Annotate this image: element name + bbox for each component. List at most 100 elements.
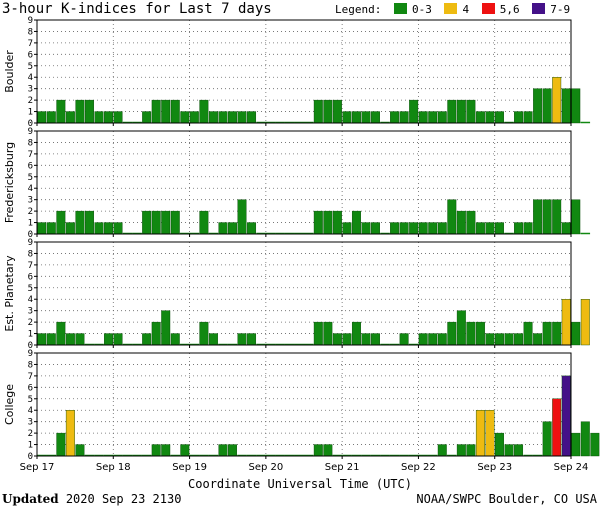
k-bar — [323, 321, 333, 346]
legend-swatch-storm — [481, 3, 495, 14]
legend-swatch-quiet — [393, 3, 407, 14]
x-tick-label: Sep 23 — [477, 462, 512, 473]
k-bar — [475, 222, 485, 235]
k-bar — [456, 444, 466, 457]
x-tick-label: Sep 21 — [325, 462, 360, 473]
k-bar — [199, 210, 209, 235]
k-bar — [142, 210, 152, 235]
k-bar — [542, 421, 552, 457]
k-bar — [495, 432, 504, 457]
k-bar — [189, 111, 199, 124]
k-bar — [161, 444, 171, 457]
legend-item-storm-label: 5,6 — [499, 3, 520, 16]
k-bar — [37, 222, 47, 235]
k-bar — [247, 111, 257, 124]
credit-text: NOAA/SWPC Boulder, CO USA — [416, 492, 597, 506]
k-bar — [65, 410, 75, 457]
x-tick-label: Sep 20 — [248, 462, 283, 473]
k-bar — [313, 321, 323, 346]
k-bar — [447, 99, 457, 124]
k-bar — [170, 99, 180, 124]
k-bar — [113, 222, 123, 235]
k-bar — [371, 111, 380, 124]
k-bar — [56, 210, 66, 235]
updated-value: 2020 Sep 23 2130 — [65, 492, 182, 506]
k-bar — [571, 432, 581, 457]
y-tick-label: 4 — [28, 406, 33, 416]
k-bar — [351, 111, 361, 124]
y-tick-label: 8 — [28, 360, 33, 370]
k-bar — [104, 222, 113, 235]
y-tick-label: 1 — [28, 108, 33, 118]
k-bar — [399, 222, 409, 235]
panel-1-ylabel: Fredericksburg — [3, 142, 16, 223]
x-tick-label: Sep 24 — [554, 462, 589, 473]
k-bar — [390, 222, 400, 235]
x-tick-label: Sep 19 — [172, 462, 207, 473]
k-bar — [208, 111, 218, 124]
k-bar — [418, 333, 428, 346]
y-tick-label: 1 — [28, 441, 33, 451]
y-tick-label: 2 — [28, 429, 33, 439]
y-tick-label: 3 — [28, 85, 33, 95]
k-bar — [552, 77, 562, 124]
y-tick-label: 2 — [28, 318, 33, 328]
k-bar — [466, 210, 476, 235]
legend: Legend: 0-3 4 5,6 7-9 — [335, 3, 570, 16]
y-tick-label: 1 — [28, 219, 33, 229]
k-bar — [504, 444, 514, 457]
panel-1-background — [37, 131, 571, 234]
k-bar — [180, 444, 190, 457]
k-bar — [447, 321, 457, 346]
y-tick-label: 7 — [28, 39, 33, 49]
y-tick-label: 5 — [28, 284, 33, 294]
y-tick-label: 6 — [28, 272, 33, 282]
k-bar — [342, 111, 352, 124]
x-axis-label: Coordinate Universal Time (UTC) — [188, 477, 412, 491]
legend-item-storm: 5,6 — [481, 3, 520, 16]
k-bar — [466, 444, 476, 457]
k-bar — [571, 199, 581, 235]
k-bar — [199, 321, 209, 346]
k-bar — [361, 333, 371, 346]
k-bar — [428, 222, 438, 235]
k-bar — [561, 88, 571, 124]
y-tick-label: 0 — [28, 452, 33, 462]
k-bar — [323, 444, 333, 457]
k-bar — [514, 111, 524, 124]
y-tick-label: 6 — [28, 50, 33, 60]
k-bar — [533, 199, 543, 235]
panel-0-ylabel: Boulder — [3, 50, 16, 93]
k-bar — [495, 333, 504, 346]
k-bar — [151, 99, 161, 124]
k-bar — [313, 210, 323, 235]
k-bar — [247, 222, 257, 235]
k-bar — [208, 333, 218, 346]
k-bar — [151, 210, 161, 235]
k-bar — [65, 333, 75, 346]
k-bar — [228, 222, 237, 235]
y-tick-label: 9 — [28, 16, 33, 26]
k-bar — [323, 99, 333, 124]
k-bar — [151, 444, 161, 457]
legend-item-active-label: 4 — [462, 3, 470, 16]
y-tick-label: 8 — [28, 27, 33, 37]
y-tick-label: 8 — [28, 249, 33, 259]
k-bar — [94, 111, 104, 124]
k-bar — [75, 333, 85, 346]
k-bar — [552, 199, 562, 235]
legend-swatch-active — [444, 3, 458, 14]
k-bar — [542, 199, 552, 235]
x-tick-label: Sep 17 — [20, 462, 55, 473]
k-bar — [552, 321, 562, 346]
updated-label: Updated — [2, 492, 59, 506]
k-bar — [514, 222, 524, 235]
y-tick-label: 4 — [28, 295, 33, 305]
k-bar — [485, 333, 495, 346]
k-bar — [399, 333, 409, 346]
k-bar — [332, 333, 342, 346]
k-bar — [523, 321, 533, 346]
legend-item-severe: 7-9 — [532, 3, 570, 16]
k-bar — [65, 111, 75, 124]
y-tick-label: 3 — [28, 196, 33, 206]
